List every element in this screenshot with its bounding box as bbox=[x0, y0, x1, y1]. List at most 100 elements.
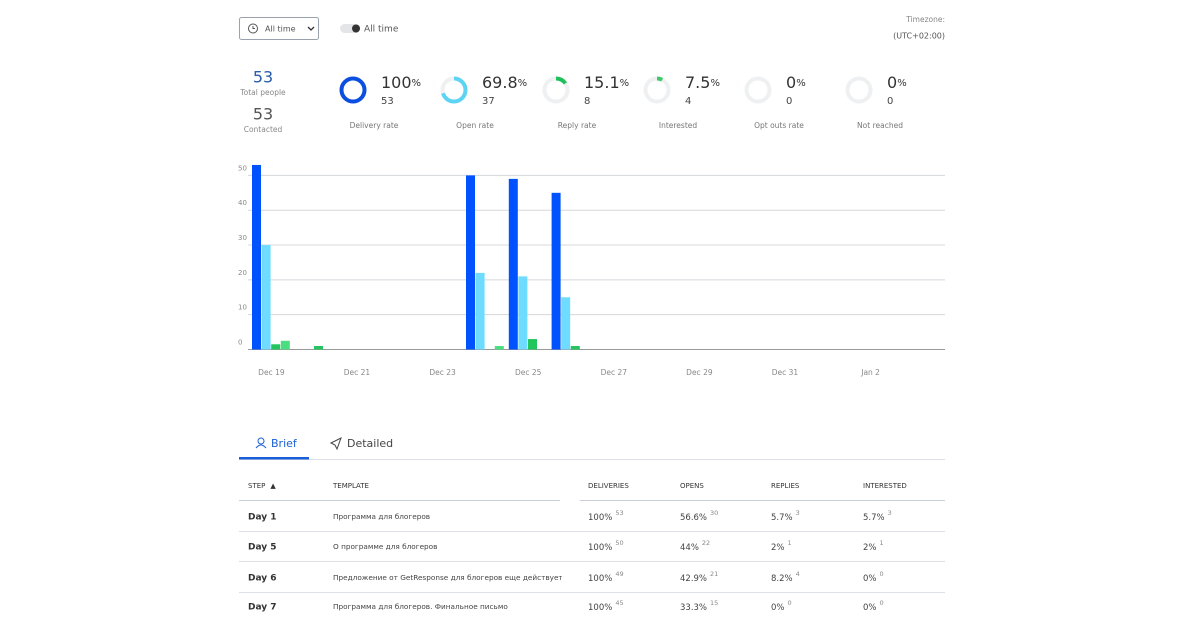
metric-count: 0 bbox=[788, 599, 792, 607]
metric-cell: 33.3% 15 bbox=[680, 599, 718, 613]
metric-cell: 100% 45 bbox=[588, 599, 624, 613]
rate-count: 0 bbox=[786, 96, 792, 107]
column-header-text: STEP bbox=[248, 482, 265, 490]
metric-count: 4 bbox=[796, 570, 800, 578]
column-header[interactable]: REPLIES bbox=[771, 482, 800, 490]
rate-label: Reply rate bbox=[558, 121, 597, 130]
metric-count: 3 bbox=[888, 509, 892, 517]
rate-percent: 15.1% bbox=[584, 73, 629, 92]
rate-percent-unit: % bbox=[710, 78, 720, 89]
column-header[interactable]: TEMPLATE bbox=[332, 482, 369, 490]
metric-percent: 0% bbox=[771, 603, 785, 613]
step-cell: Day 6 bbox=[248, 574, 277, 584]
metric-cell: 8.2% 4 bbox=[771, 570, 800, 584]
tab-detailed[interactable]: Detailed bbox=[329, 436, 393, 451]
donut-track bbox=[845, 76, 873, 104]
metric-count: 53 bbox=[615, 509, 623, 517]
x-tick-label: Dec 29 bbox=[686, 368, 713, 377]
summary-value: 53 bbox=[253, 105, 273, 124]
clock-hands bbox=[252, 26, 255, 29]
rate-label: Open rate bbox=[456, 121, 494, 130]
toggle[interactable]: All time bbox=[340, 24, 399, 35]
metric-cell: 42.9% 21 bbox=[680, 570, 718, 584]
x-tick-label: Dec 19 bbox=[258, 368, 285, 377]
y-tick-label: 0 bbox=[238, 339, 242, 347]
column-header[interactable]: INTERESTED bbox=[863, 482, 907, 490]
donut-arc bbox=[440, 76, 468, 104]
metric-count: 3 bbox=[796, 509, 800, 517]
rate-percent-value: 100 bbox=[381, 73, 412, 92]
x-tick-label: Dec 21 bbox=[344, 368, 371, 377]
metric-cell: 56.6% 30 bbox=[680, 509, 718, 523]
y-tick-label: 40 bbox=[238, 199, 247, 207]
metric-count: 21 bbox=[710, 570, 718, 578]
summary-label: Total people bbox=[239, 88, 286, 97]
column-header[interactable]: STEP ▲ bbox=[248, 482, 276, 490]
metric-cell: 44% 22 bbox=[680, 539, 710, 553]
x-tick-label: Dec 31 bbox=[772, 368, 799, 377]
y-tick-label: 20 bbox=[238, 269, 247, 277]
rate-percent-value: 7.5 bbox=[685, 73, 710, 92]
rate-percent: 69.8% bbox=[482, 73, 527, 92]
tab-label[interactable]: Detailed bbox=[347, 437, 393, 450]
rate-percent: 0% bbox=[786, 73, 806, 92]
bar bbox=[466, 175, 475, 350]
column-header[interactable]: DELIVERIES bbox=[588, 482, 629, 490]
metric-count: 0 bbox=[880, 599, 884, 607]
metric-count: 30 bbox=[710, 509, 718, 517]
metric-percent: 100% bbox=[588, 574, 612, 584]
donut-arc bbox=[542, 76, 570, 104]
donut-arc bbox=[643, 76, 671, 104]
column-header-text: TEMPLATE bbox=[332, 482, 369, 490]
period-dropdown[interactable]: All time bbox=[239, 17, 319, 40]
bar bbox=[475, 272, 485, 350]
timezone-label: Timezone: bbox=[905, 15, 945, 24]
dropdown-label[interactable]: All time bbox=[265, 25, 296, 34]
metric-percent: 100% bbox=[588, 543, 612, 553]
x-tick-label: Dec 25 bbox=[515, 368, 542, 377]
rate-count: 53 bbox=[381, 96, 394, 107]
rate-label: Not reached bbox=[857, 121, 903, 130]
bar bbox=[261, 245, 271, 350]
metric-cell: 2% 1 bbox=[771, 539, 792, 553]
tab-brief[interactable]: Brief bbox=[255, 437, 298, 450]
donut-arc bbox=[339, 76, 367, 104]
bar bbox=[528, 339, 537, 350]
metric-percent: 0% bbox=[863, 603, 877, 613]
metric-percent: 2% bbox=[771, 543, 785, 553]
dropdown-box[interactable] bbox=[239, 17, 319, 40]
tab-underline bbox=[239, 457, 309, 460]
metric-cell: 0% 0 bbox=[771, 599, 792, 613]
template-cell: О программе для блогеров bbox=[333, 542, 437, 551]
step-cell: Day 7 bbox=[248, 603, 277, 613]
timezone-value: (UTC+02:00) bbox=[893, 32, 945, 41]
column-header[interactable]: OPENS bbox=[680, 482, 704, 490]
rate-count: 8 bbox=[584, 96, 590, 107]
metric-percent: 42.9% bbox=[680, 574, 707, 584]
metric-cell: 5.7% 3 bbox=[771, 509, 800, 523]
metric-percent: 5.7% bbox=[863, 513, 885, 523]
column-header-text: REPLIES bbox=[771, 482, 800, 490]
bar bbox=[518, 276, 528, 350]
clock-icon bbox=[248, 23, 258, 34]
toggle-knob[interactable] bbox=[352, 24, 360, 33]
rate-percent-unit: % bbox=[897, 78, 907, 89]
metric-count: 50 bbox=[615, 539, 623, 547]
column-header-text: DELIVERIES bbox=[588, 482, 629, 490]
metric-count: 0 bbox=[880, 570, 884, 578]
rate-label: Delivery rate bbox=[350, 121, 399, 130]
bar bbox=[508, 178, 518, 350]
metric-count: 49 bbox=[615, 570, 623, 578]
step-cell: Day 5 bbox=[248, 543, 277, 553]
tab-label[interactable]: Brief bbox=[271, 437, 298, 450]
send-icon bbox=[329, 436, 342, 451]
rate-count: 37 bbox=[482, 96, 495, 107]
rate-percent: 7.5% bbox=[685, 73, 720, 92]
metric-percent: 2% bbox=[863, 543, 877, 553]
bar bbox=[252, 164, 261, 350]
metric-cell: 0% 0 bbox=[863, 599, 884, 613]
y-tick-label: 10 bbox=[238, 304, 247, 312]
x-tick-label: Dec 27 bbox=[601, 368, 628, 377]
